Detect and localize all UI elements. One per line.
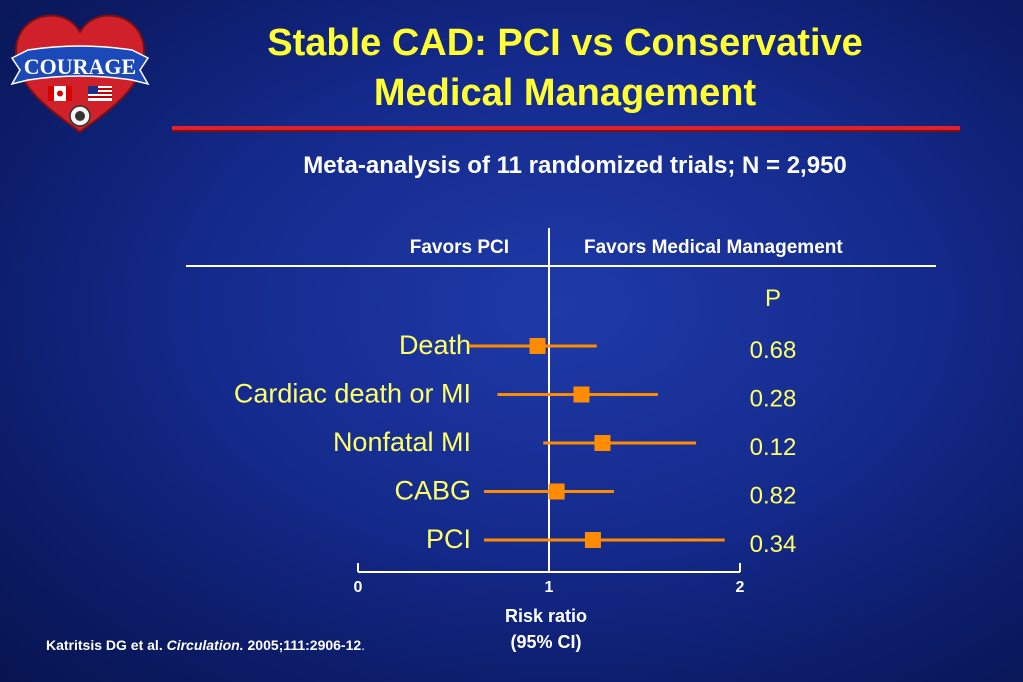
forest-row: CABG 0.82 <box>394 476 796 510</box>
point-estimate-marker <box>573 386 590 403</box>
slide-subtitle: Meta-analysis of 11 randomized trials; N… <box>303 152 847 179</box>
point-estimate-marker <box>529 338 546 354</box>
p-value: 0.82 <box>750 483 797 510</box>
citation-journal: Circulation. <box>166 637 244 653</box>
logo-text: COURAGE <box>24 54 136 79</box>
x-tick-label: 0 <box>354 579 363 596</box>
citation: Katritsis DG et al. Circulation. 2005;11… <box>46 637 365 653</box>
row-label: Nonfatal MI <box>333 427 471 457</box>
canada-flag-band-right <box>66 86 72 101</box>
point-estimate-marker <box>548 483 565 500</box>
x-axis-label-line-1: Risk ratio <box>505 606 587 626</box>
slide-title: Stable CAD: PCI vs Conservative Medical … <box>150 18 980 118</box>
us-flag-stripe-2 <box>88 92 112 94</box>
row-label: Death <box>399 330 471 360</box>
forest-row: Cardiac death or MI 0.28 <box>234 379 796 413</box>
us-flag-stripe-3 <box>88 96 112 98</box>
title-line-1: Stable CAD: PCI vs Conservative <box>267 22 863 64</box>
row-label: PCI <box>426 524 471 554</box>
citation-ref: 2005;111:2906-12 <box>247 637 362 653</box>
row-label: Cardiac death or MI <box>234 379 471 409</box>
header-favors-pci: Favors PCI <box>410 237 509 258</box>
citation-authors: Katritsis DG et al. <box>46 637 163 653</box>
us-flag-canton <box>88 86 98 94</box>
x-axis-label-line-2: (95% CI) <box>510 632 581 652</box>
point-estimate-marker <box>584 532 601 548</box>
citation-end: . <box>361 637 366 653</box>
header-favors-medical: Favors Medical Management <box>584 237 843 258</box>
us-flag-stripe-1 <box>88 88 112 90</box>
title-divider <box>172 126 960 130</box>
banner-shape <box>10 45 150 86</box>
x-tick-label: 1 <box>545 579 554 596</box>
canada-flag-band-left <box>48 86 54 101</box>
canada-flag-leaf <box>57 90 63 97</box>
va-seal-inner <box>75 111 85 121</box>
x-tick-label: 2 <box>736 579 745 596</box>
forest-row: Death 0.68 <box>399 330 796 364</box>
p-value: 0.34 <box>750 531 797 558</box>
p-header: P <box>765 285 781 312</box>
forest-row: Nonfatal MI 0.12 <box>333 427 796 461</box>
p-value: 0.68 <box>750 337 797 364</box>
p-value: 0.28 <box>750 386 797 413</box>
row-label: CABG <box>394 476 471 506</box>
point-estimate-marker <box>594 435 611 451</box>
courage-logo: COURAGE <box>10 14 150 134</box>
title-line-2: Medical Management <box>373 72 757 114</box>
forest-row: PCI 0.34 <box>426 524 796 558</box>
p-value: 0.12 <box>750 434 797 461</box>
